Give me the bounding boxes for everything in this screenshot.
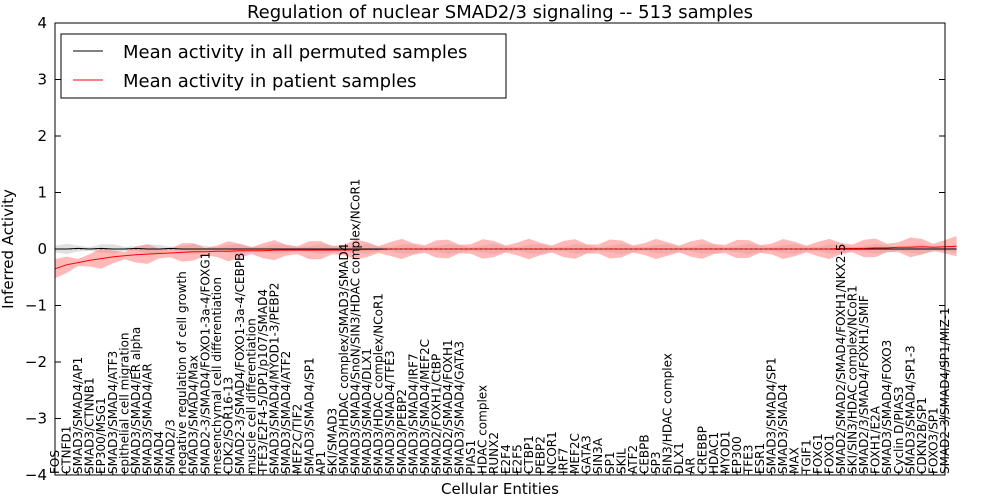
legend-box — [60, 33, 507, 99]
x-tick-label: MEF2C — [568, 433, 582, 474]
x-tick-label: SMAD2/3 — [164, 419, 178, 474]
x-tick-label: SMAD3/SMAD4/SP1 — [765, 357, 779, 474]
x-tick-label: MYOD1 — [718, 431, 732, 474]
x-tick-label: SMAD2/FOXH1/CtBP — [429, 354, 443, 474]
x-tick-label: SKI/SMAD3 — [325, 408, 339, 474]
plot-frame — [54, 22, 946, 476]
x-tick-label: FOXH1/E2A — [869, 405, 883, 474]
x-tick-label: SIN3/HDAC complex — [661, 353, 675, 474]
x-tick-label: muscle cell differentiation — [245, 318, 259, 474]
y-tick-label: 1 — [37, 184, 47, 202]
y-tick-label: 4 — [37, 14, 47, 32]
y-tick-label: 0 — [37, 240, 47, 258]
x-tick-label: CTBP1 — [522, 435, 536, 474]
x-tick-label: PIAS1 — [464, 440, 478, 474]
x-tick-label: CDK2/SOR16-13 — [221, 377, 235, 474]
x-tick-label: SIN3A — [591, 437, 605, 474]
x-tick-label: SMAD3/SMAD4/ATF3 — [106, 351, 120, 474]
x-tick-label: SMAD3/SMAD4/SP1 — [302, 357, 316, 474]
x-tick-label: SMAD3/SMAD4/TFE3 — [383, 350, 397, 474]
y-tick-label: 2 — [37, 127, 47, 145]
x-tick-label: CEBPB — [638, 434, 652, 474]
y-tick-label: −1 — [25, 297, 47, 315]
x-tick-label: SMAD3/CTNNB1 — [83, 377, 97, 474]
x-tick-label: AP1 — [314, 451, 328, 474]
x-tick-label: SMAD3/SMAD4/FOXO3 — [880, 340, 894, 474]
x-tick-label: SMAD4 — [152, 431, 166, 474]
x-tick-label: SMAD3/SMAD4/SP1-3 — [903, 345, 917, 474]
x-tick-label: SP3 — [649, 451, 663, 474]
x-tick-label: TFE3/E2F4-5/DP1/p107/SMAD4 — [256, 289, 270, 475]
x-tick-label: AR — [684, 457, 698, 474]
x-axis-label: Cellular Entities — [441, 480, 559, 498]
x-tick-label: CREBBP — [695, 426, 709, 474]
x-tick-label: ESR1 — [753, 443, 767, 474]
x-tick-label: TFE3 — [742, 445, 756, 475]
band-patient — [55, 236, 957, 279]
x-tick-label: RUNX2 — [487, 432, 501, 474]
x-tick-label: mesenchymal cell differentiation — [210, 277, 224, 474]
y-axis-label: Inferred Activity — [0, 189, 17, 309]
x-tick-label: SMAD3/SMAD4 — [776, 384, 790, 474]
x-tick-label: MEF2C/TIF2 — [291, 404, 305, 474]
y-tick-label: −2 — [25, 353, 47, 371]
x-tick-label: HDAC1 — [707, 432, 721, 474]
x-tick-label: Cyclin D/PIAS3 — [892, 386, 906, 474]
x-tick-label: NCOR1 — [545, 431, 559, 474]
y-tick-label: 3 — [37, 71, 47, 89]
x-tick-label: SMAD2-3/SMAD4/FOXO1-3a-4/CEBPB — [233, 253, 247, 474]
x-tick-label: E2F5 — [510, 444, 524, 474]
legend-label-permuted: Mean activity in all permuted samples — [123, 42, 467, 63]
x-tick-label: SKIL — [614, 448, 628, 474]
x-tick-label: CDKN2B/SP1 — [915, 397, 929, 474]
y-tick-label: −4 — [25, 466, 47, 484]
axis-ticks: −4 −3 −2 −1 0 1 2 3 4 — [25, 14, 946, 484]
x-tick-label: E2F4 — [499, 444, 513, 474]
x-tick-label: SMAD3/SMAD4/MEF2C — [418, 339, 432, 474]
x-tick-label: DLX1 — [672, 442, 686, 474]
x-tick-label: FOXO3/SP1 — [926, 407, 940, 474]
x-tick-label: GATA3 — [580, 435, 594, 474]
x-tick-label: SMAD3/PEBP2 — [395, 389, 409, 474]
x-tick-label: SMAD3/SMAD4/ATF2 — [279, 351, 293, 474]
legend-label-patient: Mean activity in patient samples — [123, 71, 417, 92]
y-tick-label: −3 — [25, 410, 47, 428]
x-tick-label: SMAD3/SMAD4/AR — [141, 363, 155, 474]
x-tick-label: negative regulation of cell growth — [175, 271, 189, 474]
x-tick-label: SKI/SIN3/HDAC complex/NCoR1 — [846, 285, 860, 474]
x-tick-label: epithelial cell migration — [117, 332, 131, 474]
x-tick-label: SP1 — [603, 451, 617, 474]
chart-title: Regulation of nuclear SMAD2/3 signaling … — [247, 2, 753, 23]
x-tick-label: SMAD2/SMAD4/FOXH1 — [441, 339, 455, 474]
x-tick-label: FOXO1 — [822, 434, 836, 474]
x-tick-label: SMAD3/HDAC complex/SMAD3/SMAD4 — [337, 244, 351, 474]
confidence-bands — [55, 236, 957, 279]
x-tick-labels: FOSCTNFD1SMAD3/SMAD4/AP1SMAD3/CTNNB1EP30… — [48, 179, 952, 475]
x-tick-label: TGIF1 — [799, 439, 813, 475]
x-tick-label: HDAC complex — [476, 385, 490, 474]
x-tick-label: IRF7 — [557, 448, 571, 474]
x-tick-label: SMAD2/SMAD2/SMAD4/FOXH1/NKX2-5 — [834, 244, 848, 474]
x-tick-label: SMAD2-3/SMAD4/FOXO1-3a-4/FOXG1 — [198, 252, 212, 474]
x-tick-label: CTNFD1 — [60, 426, 74, 474]
x-tick-label: PEBP2 — [534, 436, 548, 474]
x-tick-label: SMAD3/SMAD4/MYOD1-3/PEBP2 — [268, 283, 282, 474]
x-tick-label: EP300/MSG1 — [94, 397, 108, 474]
x-tick-label: SMAD3/SMAD4/SnoN/SIN3/HDAC complex/NCoR1 — [349, 179, 363, 474]
x-tick-label: SMAD3/HDAC complex/NCoR1 — [372, 293, 386, 474]
x-tick-label: SMAD3/SMAD4/IRF7 — [406, 353, 420, 474]
x-tick-label: EP300 — [730, 436, 744, 474]
legend: Mean activity in all permuted samples Me… — [60, 33, 507, 99]
x-tick-label: FOXG1 — [811, 433, 825, 474]
x-tick-label: SMAD3/SMAD4/Max — [187, 355, 201, 474]
x-tick-label: SMAD3/SMAD4/AP1 — [71, 357, 85, 474]
x-tick-label: SMAD2/3/SMAD4/FOXH1/SMIF — [857, 295, 871, 474]
x-tick-label: SMAD3/SMAD4/ER alpha — [129, 327, 143, 474]
x-tick-label: SMAD3/SMAD4/DLX1 — [360, 348, 374, 474]
x-tick-label: ATF2 — [626, 445, 640, 474]
series-lines — [54, 245, 957, 270]
x-tick-label: SMAD3/SMAD4/GATA3 — [453, 341, 467, 474]
x-tick-label: MAX — [788, 447, 802, 474]
